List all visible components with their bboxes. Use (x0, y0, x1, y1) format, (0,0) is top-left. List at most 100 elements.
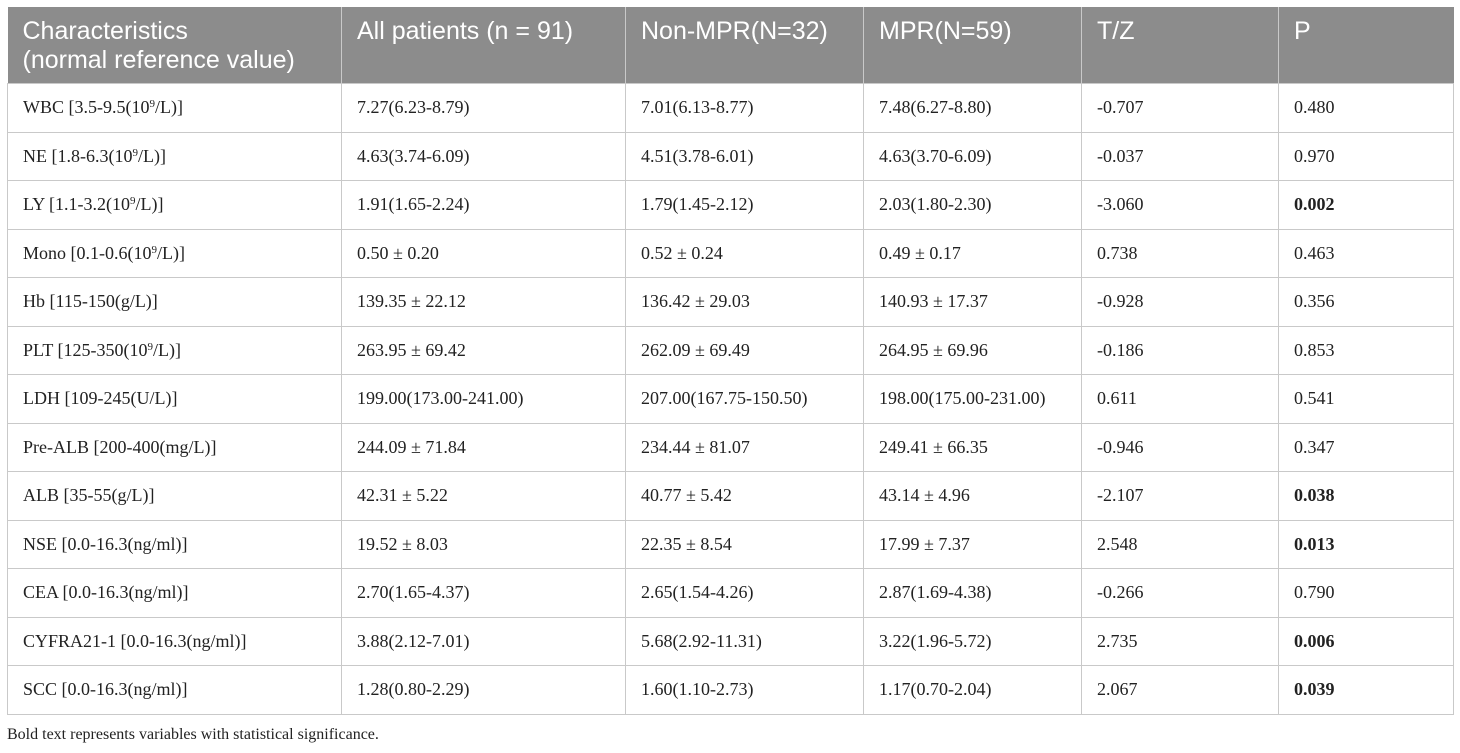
tz-cell: 2.067 (1081, 665, 1279, 715)
table-row: LY [1.1-3.2(109/L)] 1.91(1.65-2.24) 1.79(1… (7, 180, 1454, 230)
all-patients-cell: 3.88(2.12-7.01) (341, 616, 626, 666)
p-value-cell: 0.480 (1278, 83, 1454, 133)
mpr-cell: 7.48(6.27-8.80) (863, 83, 1082, 133)
table-row: PLT [125-350(109/L)] 263.95 ± 69.42 262.09… (7, 325, 1454, 375)
characteristic-cell: Mono [0.1-0.6(109/L)] (7, 228, 342, 278)
p-value-cell: 0.347 (1278, 422, 1454, 472)
characteristic-cell: ALB [35-55(g/L)] (7, 471, 342, 521)
tz-cell: -0.186 (1081, 325, 1279, 375)
table-row: NE [1.8-6.3(109/L)] 4.63(3.74-6.09) 4.51(3… (7, 131, 1454, 181)
header-row: Characteristics (normal reference value) A… (7, 7, 1454, 84)
table-row: NSE [0.0-16.3(ng/ml)] 19.52 ± 8.03 22.35 ±… (7, 519, 1454, 569)
table-row: LDH [109-245(U/L)] 199.00(173.00-241.00) 2… (7, 374, 1454, 424)
all-patients-cell: 1.28(0.80-2.29) (341, 665, 626, 715)
tz-cell: 0.738 (1081, 228, 1279, 278)
all-patients-cell: 19.52 ± 8.03 (341, 519, 626, 569)
tz-cell: -0.928 (1081, 277, 1279, 327)
column-header: Non-MPR(N=32) (625, 7, 864, 84)
mpr-cell: 198.00(175.00-231.00) (863, 374, 1082, 424)
mpr-cell: 0.49 ± 0.17 (863, 228, 1082, 278)
table-row: Hb [115-150(g/L)] 139.35 ± 22.12 136.42 ± … (7, 277, 1454, 327)
all-patients-cell: 2.70(1.65-4.37) (341, 568, 626, 618)
non-mpr-cell: 136.42 ± 29.03 (625, 277, 864, 327)
all-patients-cell: 42.31 ± 5.22 (341, 471, 626, 521)
unit-exponent: 9 (151, 243, 158, 256)
tz-cell: 2.735 (1081, 616, 1279, 666)
column-header-text: MPR(N=59) (879, 17, 1012, 45)
characteristic-cell: NSE [0.0-16.3(ng/ml)] (7, 519, 342, 569)
table-row: Pre-ALB [200-400(mg/L)] 244.09 ± 71.84 234… (7, 422, 1454, 472)
tz-cell: -3.060 (1081, 180, 1279, 230)
unit-exponent: 9 (147, 340, 154, 353)
table-row: WBC [3.5-9.5(109/L)] 7.27(6.23-8.79) 7.01(… (7, 83, 1454, 133)
non-mpr-cell: 40.77 ± 5.42 (625, 471, 864, 521)
characteristic-label: LDH [109-245(U/L)] (23, 388, 178, 409)
non-mpr-cell: 262.09 ± 69.49 (625, 325, 864, 375)
p-value-cell: 0.541 (1278, 374, 1454, 424)
all-patients-cell: 7.27(6.23-8.79) (341, 83, 626, 133)
tz-cell: -0.946 (1081, 422, 1279, 472)
data-table-container: Characteristics (normal reference value) A… (7, 7, 1454, 715)
non-mpr-cell: 1.79(1.45-2.12) (625, 180, 864, 230)
tz-cell: -0.037 (1081, 131, 1279, 181)
column-header: All patients (n = 91) (341, 7, 626, 84)
column-header: MPR(N=59) (863, 7, 1082, 84)
all-patients-cell: 244.09 ± 71.84 (341, 422, 626, 472)
column-header-text: Characteristics (22, 17, 188, 45)
non-mpr-cell: 1.60(1.10-2.73) (625, 665, 864, 715)
p-value-cell: 0.006 (1278, 616, 1454, 666)
mpr-cell: 1.17(0.70-2.04) (863, 665, 1082, 715)
characteristic-label: LY [1.1-3.2(10 (23, 194, 131, 215)
characteristic-cell: WBC [3.5-9.5(109/L)] (7, 83, 342, 133)
characteristic-unit-tail: /L)] (153, 339, 181, 360)
non-mpr-cell: 5.68(2.92-11.31) (625, 616, 864, 666)
all-patients-cell: 0.50 ± 0.20 (341, 228, 626, 278)
non-mpr-cell: 234.44 ± 81.07 (625, 422, 864, 472)
characteristic-label: PLT [125-350(10 (23, 339, 148, 360)
all-patients-cell: 199.00(173.00-241.00) (341, 374, 626, 424)
column-header-text: Non-MPR(N=32) (641, 17, 828, 45)
mpr-cell: 249.41 ± 66.35 (863, 422, 1082, 472)
all-patients-cell: 1.91(1.65-2.24) (341, 180, 626, 230)
characteristic-unit-tail: /L)] (137, 145, 166, 166)
p-value-cell: 0.790 (1278, 568, 1454, 618)
column-header-text: (normal reference value) (22, 46, 295, 74)
all-patients-cell: 263.95 ± 69.42 (341, 325, 626, 375)
p-value-cell: 0.002 (1278, 180, 1454, 230)
characteristic-cell: LY [1.1-3.2(109/L)] (7, 180, 342, 230)
table-row: Mono [0.1-0.6(109/L)] 0.50 ± 0.20 0.52 ± 0… (7, 228, 1454, 278)
column-header: T/Z (1081, 7, 1279, 84)
characteristic-cell: PLT [125-350(109/L)] (7, 325, 342, 375)
characteristic-label: NSE [0.0-16.3(ng/ml)] (23, 533, 188, 554)
non-mpr-cell: 22.35 ± 8.54 (625, 519, 864, 569)
column-header: P (1278, 7, 1454, 84)
characteristic-unit-tail: /L)] (135, 194, 164, 215)
mpr-cell: 2.03(1.80-2.30) (863, 180, 1082, 230)
p-value-cell: 0.970 (1278, 131, 1454, 181)
column-header-text: P (1294, 17, 1311, 45)
characteristic-unit-tail: /L)] (157, 242, 185, 263)
unit-exponent: 9 (149, 98, 155, 111)
p-value-cell: 0.038 (1278, 471, 1454, 521)
all-patients-cell: 139.35 ± 22.12 (341, 277, 626, 327)
tz-cell: -0.266 (1081, 568, 1279, 618)
mpr-cell: 17.99 ± 7.37 (863, 519, 1082, 569)
tz-cell: 0.611 (1081, 374, 1279, 424)
p-value-cell: 0.356 (1278, 277, 1454, 327)
p-value-cell: 0.463 (1278, 228, 1454, 278)
characteristic-label: ALB [35-55(g/L)] (23, 485, 155, 506)
unit-exponent: 9 (130, 195, 136, 208)
table-row: CYFRA21-1 [0.0-16.3(ng/ml)] 3.88(2.12-7.0… (7, 616, 1454, 666)
characteristic-cell: LDH [109-245(U/L)] (7, 374, 342, 424)
characteristic-cell: NE [1.8-6.3(109/L)] (7, 131, 342, 181)
p-value-cell: 0.853 (1278, 325, 1454, 375)
characteristic-cell: Pre-ALB [200-400(mg/L)] (7, 422, 342, 472)
tz-cell: -0.707 (1081, 83, 1279, 133)
lab-characteristics-table: Characteristics (normal reference value) A… (7, 7, 1454, 715)
table-row: SCC [0.0-16.3(ng/ml)] 1.28(0.80-2.29) 1.60… (7, 665, 1454, 715)
p-value-cell: 0.013 (1278, 519, 1454, 569)
table-row: CEA [0.0-16.3(ng/ml)] 2.70(1.65-4.37) 2.65… (7, 568, 1454, 618)
column-header-text: T/Z (1097, 17, 1135, 45)
non-mpr-cell: 7.01(6.13-8.77) (625, 83, 864, 133)
characteristic-label: NE [1.8-6.3(10 (23, 145, 133, 166)
